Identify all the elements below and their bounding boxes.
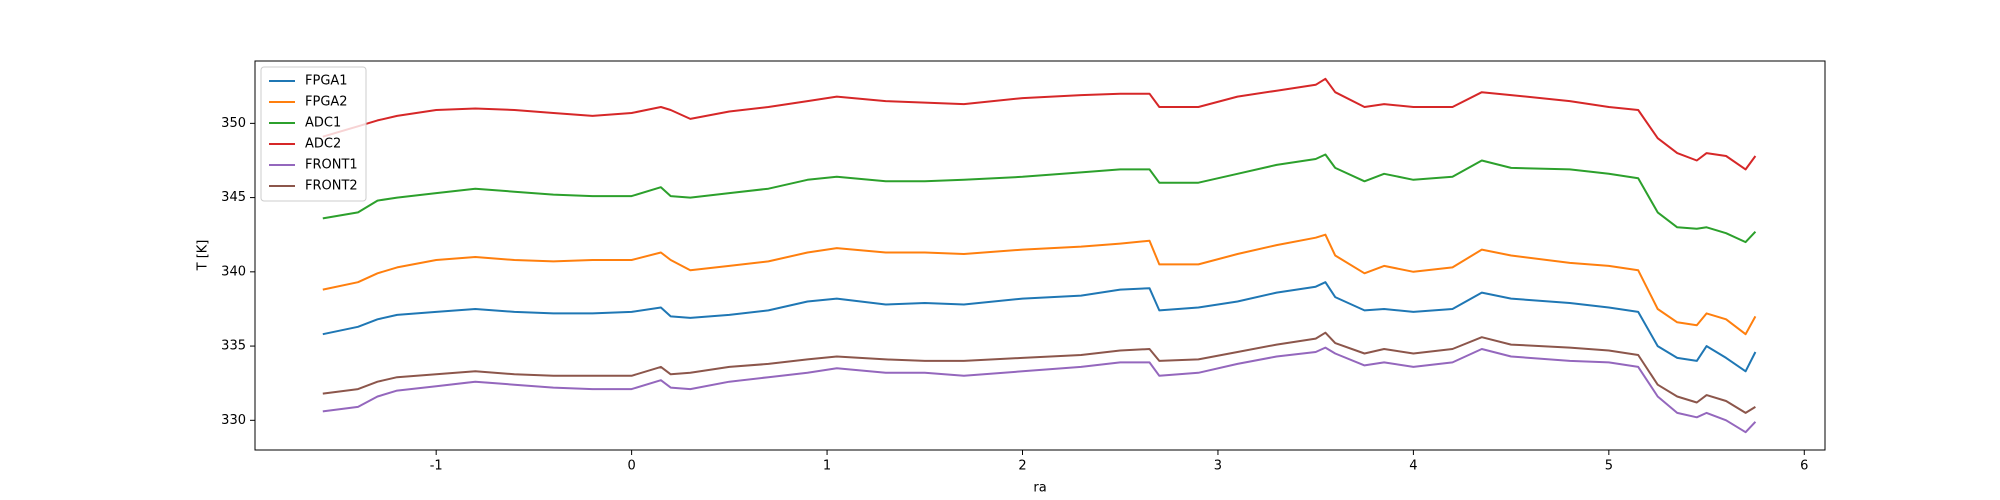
x-tick-label: 5: [1605, 459, 1613, 474]
legend-label: ADC1: [305, 116, 341, 131]
legend-label: FRONT2: [305, 179, 358, 194]
series-line: [322, 331, 1756, 414]
y-axis-label: T [K]: [196, 240, 211, 272]
y-tick-label: 340: [221, 264, 246, 279]
x-tick-label: -1: [430, 459, 443, 474]
legend-label: ADC2: [305, 137, 341, 152]
series-line: [322, 233, 1757, 336]
x-tick-label: 6: [1800, 459, 1808, 474]
x-tick-label: 3: [1214, 459, 1222, 474]
y-tick-label: 350: [221, 116, 246, 131]
series-line: [322, 77, 1757, 171]
x-axis-label: ra: [1033, 481, 1046, 496]
legend-box: [260, 66, 367, 202]
x-tick-label: 0: [627, 459, 635, 474]
x-tick-label: 2: [1018, 459, 1026, 474]
plot-frame: [254, 60, 1826, 451]
legend-label: FPGA1: [305, 74, 348, 89]
legend-label: FPGA2: [305, 95, 348, 110]
series-line: [322, 281, 1757, 373]
y-tick-label: 345: [221, 190, 246, 205]
y-tick-label: 330: [221, 413, 246, 428]
series-line: [322, 346, 1757, 434]
series-line: [322, 153, 1757, 244]
y-tick-label: 335: [221, 339, 246, 354]
legend-label: FRONT1: [305, 158, 358, 173]
x-tick-label: 4: [1409, 459, 1417, 474]
x-tick-label: 1: [823, 459, 831, 474]
